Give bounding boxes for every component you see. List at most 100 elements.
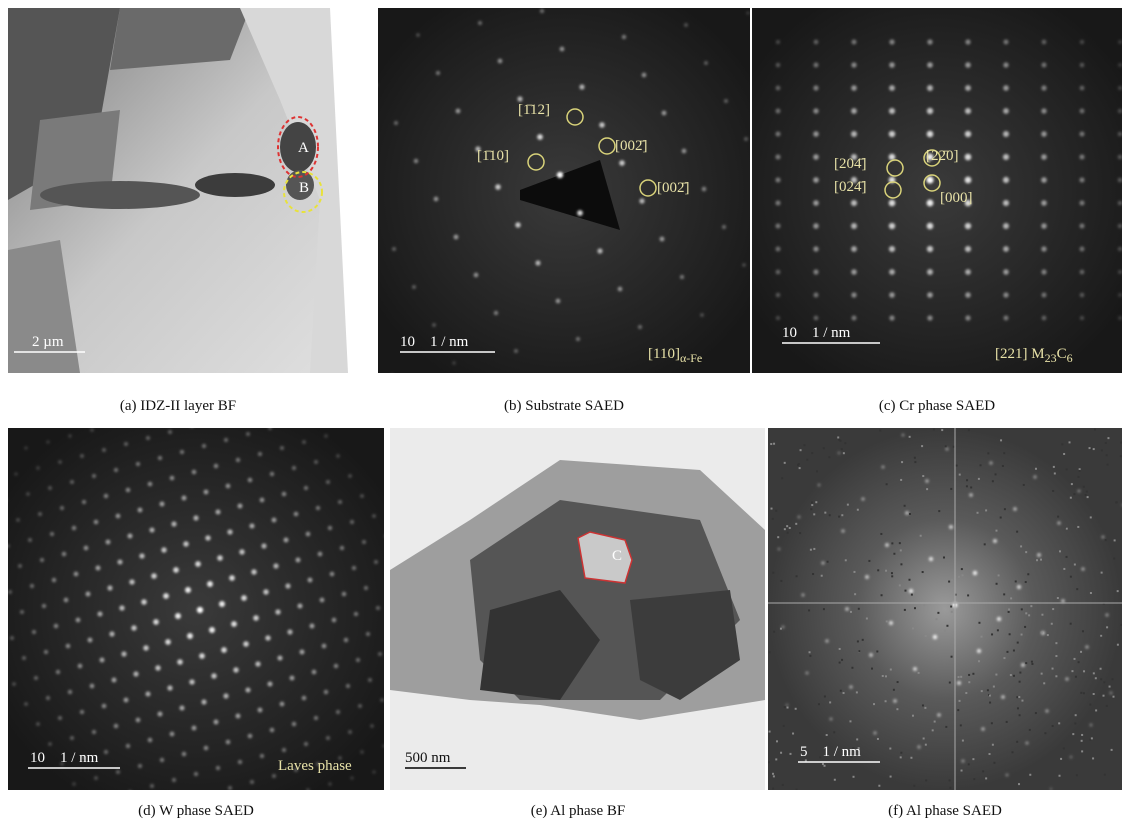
spot bbox=[370, 335, 374, 339]
noise bbox=[924, 743, 927, 746]
noise bbox=[1008, 608, 1011, 611]
spot bbox=[127, 533, 133, 539]
noise bbox=[917, 671, 920, 674]
spot bbox=[357, 703, 363, 709]
spot bbox=[337, 499, 343, 505]
spot bbox=[964, 222, 972, 230]
spot bbox=[926, 176, 934, 184]
spot bbox=[57, 715, 63, 721]
spot bbox=[869, 653, 873, 657]
spot bbox=[24, 446, 28, 450]
zone-part: [221] M bbox=[995, 346, 1045, 362]
spot bbox=[888, 199, 896, 207]
noise bbox=[1005, 720, 1008, 723]
noise bbox=[908, 578, 911, 581]
noise bbox=[985, 509, 988, 512]
spot bbox=[393, 120, 399, 126]
noise bbox=[850, 756, 853, 759]
noise bbox=[900, 563, 903, 566]
noise bbox=[1003, 593, 1006, 596]
spot bbox=[279, 445, 285, 451]
noise bbox=[955, 464, 958, 467]
spot bbox=[143, 645, 149, 651]
noise bbox=[828, 456, 831, 459]
spot bbox=[927, 39, 933, 45]
spot bbox=[249, 779, 255, 785]
spot bbox=[1079, 108, 1085, 114]
spot bbox=[324, 434, 328, 438]
spot bbox=[233, 667, 239, 673]
spot bbox=[281, 491, 287, 497]
spot bbox=[125, 743, 131, 749]
spot bbox=[1117, 62, 1122, 68]
spot bbox=[281, 747, 287, 753]
noise bbox=[995, 582, 998, 585]
spot bbox=[926, 153, 934, 161]
spot bbox=[295, 557, 301, 563]
noise bbox=[1020, 633, 1023, 636]
spot bbox=[837, 451, 841, 455]
noise bbox=[931, 729, 934, 732]
spot bbox=[1041, 246, 1047, 252]
noise bbox=[1025, 662, 1028, 665]
spot bbox=[262, 800, 266, 804]
spot bbox=[372, 209, 376, 213]
noise bbox=[893, 552, 896, 555]
spot bbox=[31, 629, 37, 635]
noise bbox=[896, 708, 899, 711]
noise bbox=[1008, 633, 1011, 636]
noise bbox=[965, 691, 968, 694]
spot bbox=[354, 45, 358, 49]
spot bbox=[621, 34, 627, 40]
spot bbox=[1002, 176, 1010, 184]
spot bbox=[797, 515, 801, 519]
spot bbox=[813, 62, 819, 68]
spot bbox=[684, 23, 688, 27]
spot bbox=[273, 563, 279, 569]
spot bbox=[365, 631, 371, 637]
spot bbox=[335, 709, 341, 715]
spot bbox=[700, 313, 704, 317]
spot bbox=[965, 85, 971, 91]
spot bbox=[348, 730, 352, 734]
noise bbox=[1082, 692, 1085, 695]
noise bbox=[782, 724, 785, 727]
noise bbox=[965, 485, 968, 488]
noise bbox=[1080, 691, 1083, 694]
noise bbox=[813, 513, 816, 516]
noise bbox=[1028, 728, 1031, 731]
spot bbox=[207, 581, 213, 587]
noise bbox=[973, 778, 976, 781]
spot bbox=[83, 545, 89, 551]
spot bbox=[1003, 315, 1009, 321]
spot bbox=[452, 361, 456, 365]
spot bbox=[617, 286, 623, 292]
spot bbox=[377, 651, 383, 657]
noise bbox=[1120, 623, 1122, 626]
noise bbox=[989, 701, 992, 704]
spot bbox=[134, 416, 138, 420]
noise bbox=[853, 570, 856, 573]
spot bbox=[39, 557, 45, 563]
spot bbox=[97, 611, 103, 617]
spot bbox=[965, 315, 971, 321]
spot bbox=[965, 62, 971, 68]
noise bbox=[1094, 677, 1097, 680]
spot bbox=[325, 735, 331, 741]
spot bbox=[972, 570, 978, 576]
noise bbox=[967, 594, 970, 597]
spot bbox=[349, 519, 355, 525]
spot bbox=[80, 454, 84, 458]
noise bbox=[921, 704, 924, 707]
noise bbox=[770, 443, 773, 446]
spot bbox=[575, 336, 581, 342]
noise bbox=[889, 747, 892, 750]
noise bbox=[1085, 490, 1088, 493]
spot bbox=[271, 517, 277, 523]
noise bbox=[799, 449, 802, 452]
noise bbox=[1075, 774, 1078, 777]
noise bbox=[809, 654, 812, 657]
spot bbox=[1117, 200, 1122, 206]
spot bbox=[181, 751, 187, 757]
spot bbox=[374, 83, 378, 87]
